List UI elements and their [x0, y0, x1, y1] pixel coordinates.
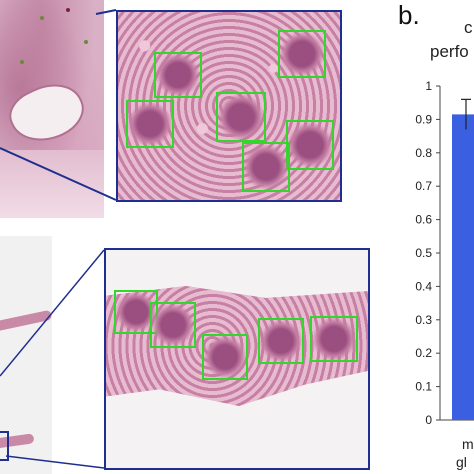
pale-tissue-region: [0, 150, 104, 218]
zoom-panel-top: [116, 10, 342, 202]
y-tick-label: 0.3: [415, 313, 432, 327]
y-tick-label: 0.1: [415, 380, 432, 394]
connector-line: [5, 455, 105, 469]
stain-speck: [20, 60, 24, 64]
y-tick-label: 0.5: [415, 246, 432, 260]
glomerulus-detection-box: [216, 92, 266, 142]
connector-line: [0, 147, 117, 201]
y-tick-label: 0.8: [415, 146, 432, 160]
y-tick-label: 0.4: [415, 279, 432, 293]
stain-speck: [66, 8, 70, 12]
glomerulus-detection-box: [154, 52, 202, 98]
glomerulus-detection-box: [310, 316, 358, 362]
y-tick-label: 0.7: [415, 179, 432, 193]
bar: [452, 114, 474, 420]
y-tick-label: 0.6: [415, 213, 432, 227]
glomerulus-detection-box: [278, 30, 326, 78]
y-tick-label: 0.9: [415, 112, 432, 126]
category-label-fragment: gl: [456, 454, 467, 470]
connector-line: [0, 249, 105, 377]
y-tick-label: 0: [425, 413, 432, 427]
chart-title-fragment: perfo: [430, 42, 469, 61]
panel-b-letter: b.: [398, 0, 420, 30]
chart-title-fragment: c: [464, 18, 473, 37]
category-label-fragment: m: [462, 436, 474, 452]
glomerulus-detection-box: [242, 142, 290, 192]
stain-speck: [84, 40, 88, 44]
glomerulus-detection-box: [202, 334, 248, 380]
glomerulus-detection-box: [126, 100, 174, 148]
glomerulus-detection-box: [150, 302, 196, 348]
zoom-panel-bottom: [104, 248, 370, 470]
overview-selection-frame: [0, 431, 9, 461]
glomerulus-detection-box: [258, 318, 304, 364]
y-tick-label: 0.2: [415, 346, 432, 360]
glomerulus-detection-box: [286, 120, 334, 170]
connector-line: [95, 9, 117, 15]
stain-speck: [40, 16, 44, 20]
y-tick-label: 1: [425, 79, 432, 93]
overview-slide-top: [0, 0, 104, 218]
